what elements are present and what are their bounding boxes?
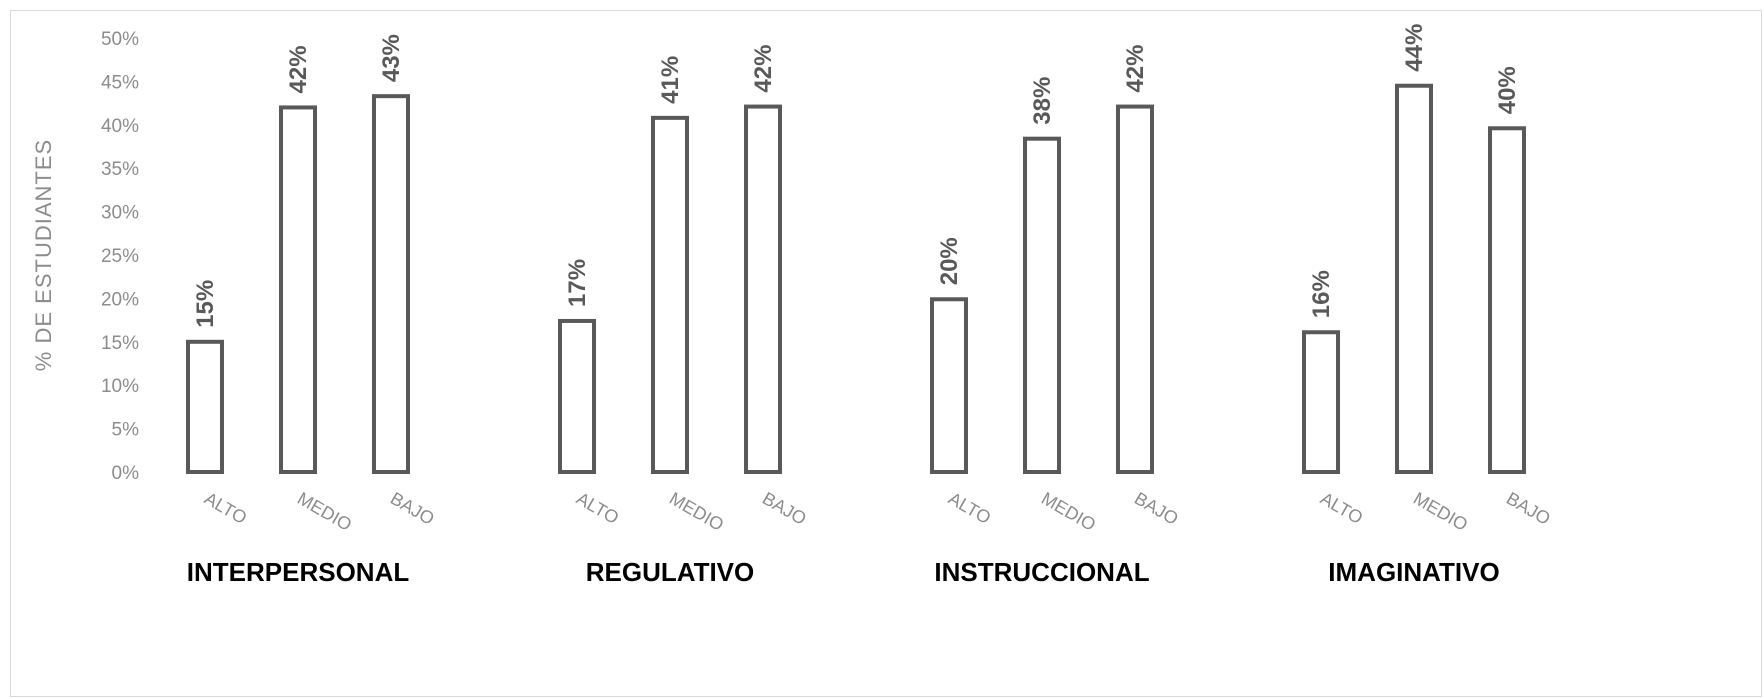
- y-tick-label: 40%: [101, 116, 139, 137]
- data-label: 44%: [1401, 24, 1428, 72]
- y-tick-label: 50%: [101, 29, 139, 50]
- bars: 15% ALTO 42% MEDIO 43% BAJO INTERPERSONAL 17% AL…: [186, 24, 1554, 587]
- y-tick-label: 45%: [101, 72, 139, 93]
- category-label: MEDIO: [666, 488, 727, 535]
- bar-alto: [1302, 330, 1340, 475]
- category-label: BAJO: [759, 488, 810, 529]
- bar-bajo: [372, 94, 410, 474]
- bar-alto: [186, 339, 224, 474]
- category-label: BAJO: [1503, 488, 1554, 529]
- data-label: 42%: [750, 45, 777, 93]
- data-label: 40%: [1494, 66, 1521, 114]
- bar-bajo: [1116, 104, 1154, 475]
- bar-group-instruccional: 20% ALTO 38% MEDIO 42% BAJO INSTRUCCIONAL: [930, 45, 1182, 587]
- data-label: 41%: [657, 56, 684, 104]
- bar-alto: [558, 318, 596, 474]
- category-label: MEDIO: [294, 488, 355, 535]
- category-label: BAJO: [387, 488, 438, 529]
- data-label: 42%: [285, 45, 312, 93]
- data-label: 42%: [1122, 45, 1149, 93]
- y-tick-label: 10%: [101, 376, 139, 397]
- data-label: 17%: [564, 259, 591, 307]
- bar-medio: [279, 105, 317, 474]
- data-label: 16%: [1308, 270, 1335, 318]
- category-label: BAJO: [1131, 488, 1182, 529]
- data-label: 38%: [1029, 77, 1056, 125]
- bar-chart: 0% 5% 10% 15% 20% 25% 30% 35% 40% 45% 50% % DE EST…: [31, 24, 1554, 587]
- y-tick-label: 30%: [101, 203, 139, 224]
- y-axis: 0% 5% 10% 15% 20% 25% 30% 35% 40% 45% 50%: [101, 29, 139, 484]
- y-tick-label: 25%: [101, 246, 139, 267]
- category-label: MEDIO: [1038, 488, 1099, 535]
- category-label: ALTO: [1317, 488, 1366, 528]
- data-label: 20%: [936, 237, 963, 285]
- chart-frame: 0% 5% 10% 15% 20% 25% 30% 35% 40% 45% 50% % DE EST…: [10, 10, 1762, 697]
- group-title: INTERPERSONAL: [187, 557, 410, 587]
- category-label: ALTO: [573, 488, 622, 528]
- bar-bajo: [744, 104, 782, 475]
- bar-medio: [1395, 83, 1433, 475]
- y-tick-label: 35%: [101, 159, 139, 180]
- y-tick-label: 20%: [101, 289, 139, 310]
- bar-group-interpersonal: 15% ALTO 42% MEDIO 43% BAJO INTERPERSONAL: [186, 34, 438, 587]
- bar-medio: [1023, 136, 1061, 475]
- y-tick-label: 5%: [112, 420, 140, 441]
- group-title: IMAGINATIVO: [1328, 557, 1499, 587]
- group-title: REGULATIVO: [586, 557, 755, 587]
- data-label: 43%: [378, 34, 405, 82]
- group-title: INSTRUCCIONAL: [934, 557, 1149, 587]
- data-label: 15%: [192, 280, 219, 328]
- y-tick-label: 0%: [112, 463, 140, 484]
- category-label: ALTO: [201, 488, 250, 528]
- category-label: MEDIO: [1410, 488, 1471, 535]
- y-tick-label: 15%: [101, 333, 139, 354]
- category-label: ALTO: [945, 488, 994, 528]
- bar-medio: [651, 115, 689, 475]
- y-axis-title: % DE ESTUDIANTES: [31, 139, 56, 371]
- bar-bajo: [1488, 126, 1526, 474]
- bar-alto: [930, 297, 968, 474]
